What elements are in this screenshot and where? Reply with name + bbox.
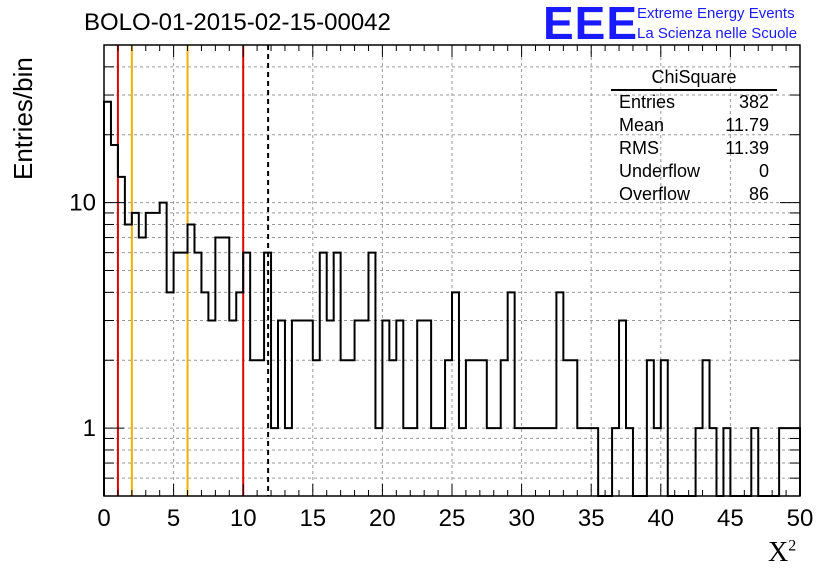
- x-tick-label: 25: [439, 505, 466, 532]
- stat-row-rms: RMS 11.39: [619, 138, 769, 158]
- histogram-bin: [146, 213, 153, 496]
- histogram-bin: [619, 321, 626, 496]
- histogram-bin: [299, 321, 306, 496]
- x-tick-label: 45: [717, 505, 744, 532]
- stat-row-mean: Mean 11.79: [619, 115, 769, 135]
- y-axis-label: Entries/bin: [8, 57, 38, 180]
- histogram-bin: [417, 321, 424, 496]
- histogram-bin: [382, 321, 389, 496]
- x-tick-label: 50: [787, 505, 814, 532]
- x-tick-label: 30: [508, 505, 535, 532]
- histogram-bin: [229, 321, 236, 496]
- histogram-bin: [508, 292, 515, 496]
- histogram-bin: [236, 292, 243, 496]
- histogram-bin: [362, 321, 369, 496]
- chart-title: BOLO-01-2015-02-15-00042: [84, 9, 391, 36]
- x-tick-label: 0: [97, 505, 110, 532]
- x-tick-label: 15: [299, 505, 326, 532]
- histogram-bin: [208, 321, 215, 496]
- histogram-bin: [174, 253, 181, 496]
- y-tick-label: 10: [69, 190, 96, 217]
- x-tick-label: 10: [230, 505, 257, 532]
- x-tick-label: 35: [578, 505, 605, 532]
- histogram-bin: [396, 321, 403, 496]
- histogram-bin: [306, 321, 313, 496]
- histogram-bin: [194, 253, 201, 496]
- stat-row-overflow: Overflow 86: [619, 184, 769, 204]
- histogram-bin: [334, 253, 341, 496]
- histogram-bin: [452, 292, 459, 496]
- x-tick-label: 40: [647, 505, 674, 532]
- x-tick-label: 20: [369, 505, 396, 532]
- histogram-bin: [278, 321, 285, 496]
- y-tick-label: 1: [83, 415, 96, 442]
- histogram-bin: [424, 321, 431, 496]
- histogram-bin: [181, 253, 188, 496]
- histogram-bin: [243, 253, 250, 496]
- histogram-bin: [320, 253, 327, 496]
- logo-line-2: La Scienza nelle Scuole: [637, 25, 798, 42]
- histogram-bin: [215, 238, 222, 496]
- x-axis-label: X2: [768, 537, 797, 568]
- stat-row-underflow: Underflow 0: [619, 161, 769, 181]
- histogram-bin: [222, 238, 229, 496]
- axis-ticks: [103, 44, 801, 497]
- histogram-bin: [368, 253, 375, 496]
- stat-row-entries: Entries 382: [619, 92, 769, 112]
- histogram-bin: [132, 213, 139, 496]
- histogram-bin: [160, 203, 167, 496]
- histogram-bin: [292, 321, 299, 496]
- histogram-bin: [139, 238, 146, 496]
- axis-tick-labels: 0 5 10 15 20 25 30 35 40 45 50 1 10: [69, 190, 813, 532]
- logo-mark: EEE: [543, 0, 639, 49]
- stats-title: ChiSquare: [611, 66, 777, 91]
- eee-logo: EEE Extreme Energy Events La Scienza nel…: [543, 0, 833, 49]
- logo-line-1: Extreme Energy Events: [637, 5, 795, 22]
- stats-box: ChiSquare Entries 382 Mean 11.79 RMS 11.39 …: [611, 66, 777, 206]
- histogram-bin: [153, 213, 160, 496]
- x-tick-label: 5: [167, 505, 180, 532]
- histogram-bin: [201, 292, 208, 496]
- histogram-bin: [167, 292, 174, 496]
- histogram-bin: [327, 321, 334, 496]
- histogram-bin: [104, 102, 111, 496]
- histogram-bin: [355, 321, 362, 496]
- histogram-bin: [556, 292, 563, 496]
